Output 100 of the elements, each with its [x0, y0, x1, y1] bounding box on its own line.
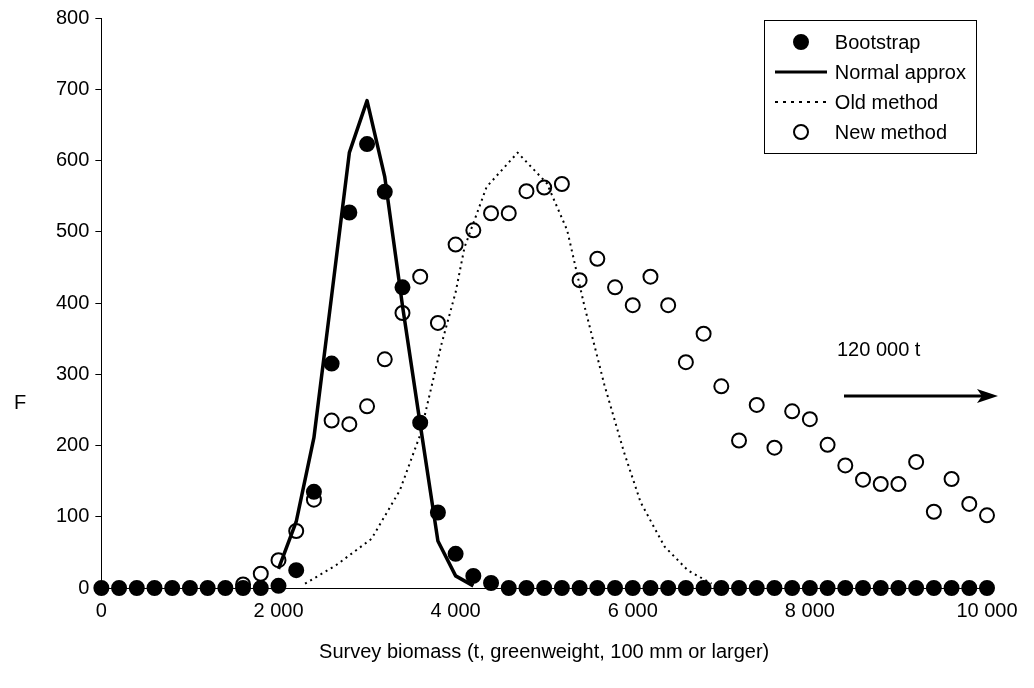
point	[270, 577, 287, 594]
point	[819, 580, 836, 596]
point	[394, 279, 411, 296]
point	[518, 183, 535, 200]
y-tick-label: 800	[55, 5, 90, 28]
point	[677, 354, 694, 371]
point	[695, 580, 712, 596]
point	[660, 580, 677, 596]
y-tick-label: 300	[55, 361, 90, 384]
point	[837, 457, 854, 474]
point	[412, 414, 429, 431]
point	[801, 580, 818, 596]
y-tick-label: 500	[55, 219, 90, 242]
point	[748, 396, 765, 413]
point	[642, 580, 659, 596]
point	[128, 580, 145, 596]
point	[908, 453, 925, 470]
y-tick-label: 700	[55, 76, 90, 99]
point	[677, 580, 694, 596]
x-tick-label: 8 000	[784, 598, 835, 621]
point	[908, 580, 925, 596]
point	[607, 580, 624, 596]
point	[890, 580, 907, 596]
point	[323, 412, 340, 429]
point	[553, 176, 570, 193]
point	[766, 439, 783, 456]
point	[447, 545, 464, 562]
point	[979, 507, 995, 524]
point	[571, 580, 588, 596]
point	[359, 398, 376, 415]
point	[341, 204, 358, 221]
legend-label: Old method	[834, 90, 939, 115]
point	[412, 268, 429, 285]
point	[855, 580, 872, 596]
point	[872, 580, 889, 596]
point	[252, 580, 269, 596]
point	[518, 580, 535, 596]
point	[925, 580, 942, 596]
point	[784, 403, 801, 420]
x-tick-label: 0	[95, 598, 107, 621]
point	[217, 580, 234, 596]
y-tick-label: 400	[55, 290, 90, 313]
point	[465, 567, 482, 584]
x-tick-label: 4 000	[430, 598, 481, 621]
x-tick-label: 6 000	[607, 598, 658, 621]
point	[713, 378, 730, 395]
point	[748, 580, 765, 596]
point	[376, 351, 393, 368]
point	[235, 580, 252, 596]
point	[571, 272, 588, 289]
point	[961, 580, 978, 596]
point	[695, 325, 712, 342]
point	[553, 580, 570, 596]
point	[731, 580, 748, 596]
point	[943, 470, 960, 487]
point	[93, 580, 110, 596]
point	[341, 416, 358, 433]
point	[784, 580, 801, 596]
point	[288, 523, 305, 539]
point	[429, 314, 446, 331]
point	[979, 580, 995, 596]
point	[465, 222, 482, 239]
point	[624, 580, 641, 596]
point	[536, 179, 553, 196]
point	[500, 205, 517, 222]
point	[607, 279, 624, 296]
point	[483, 575, 500, 592]
y-tick-label: 200	[55, 433, 90, 456]
legend-label: Bootstrap	[834, 30, 921, 55]
point	[288, 562, 305, 579]
point	[589, 250, 606, 267]
point	[589, 580, 606, 596]
point	[305, 483, 322, 500]
point	[872, 475, 889, 492]
point	[837, 580, 854, 596]
point	[500, 580, 517, 596]
point	[536, 580, 553, 596]
point	[731, 432, 748, 449]
point	[447, 236, 464, 253]
point	[961, 495, 978, 512]
point	[855, 471, 872, 488]
point	[766, 580, 783, 596]
y-tick-label: 600	[55, 148, 90, 171]
point	[270, 552, 287, 569]
x-axis-title: Survey biomass (t, greenweight, 100 mm or larger)	[319, 639, 770, 662]
point	[146, 580, 163, 596]
point	[713, 580, 730, 596]
point	[181, 580, 198, 596]
point	[801, 411, 818, 428]
point	[429, 504, 446, 521]
point	[624, 297, 641, 314]
x-tick-label: 2 000	[253, 598, 304, 621]
point	[925, 503, 942, 520]
y-tick-label: 100	[55, 504, 90, 527]
point	[819, 436, 836, 453]
y-tick-label: 0	[78, 575, 90, 598]
point	[483, 205, 500, 222]
annotation: 120 000 t	[837, 338, 921, 361]
y-axis-title: F	[13, 390, 27, 413]
point	[164, 580, 181, 596]
